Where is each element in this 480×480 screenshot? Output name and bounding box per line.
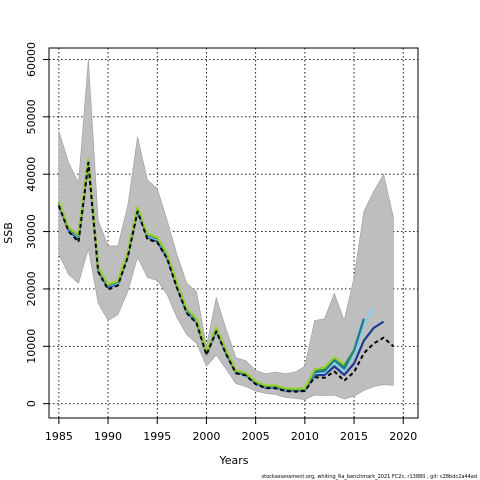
x-tick-label: 2015 bbox=[340, 430, 368, 443]
x-tick-label: 2000 bbox=[192, 430, 220, 443]
x-tick-label: 1985 bbox=[45, 430, 73, 443]
y-axis: 0 10000 20000 30000 40000 50000 60000 bbox=[25, 42, 49, 407]
x-axis: 1985 1990 1995 2000 2005 2010 2015 2020 bbox=[45, 418, 417, 443]
y-axis-title: SSB bbox=[2, 222, 15, 244]
x-tick-label: 2005 bbox=[242, 430, 270, 443]
x-tick-label: 2020 bbox=[389, 430, 417, 443]
series-lines bbox=[57, 158, 395, 393]
x-axis-title: Years bbox=[218, 454, 248, 467]
y-tick-label: 0 bbox=[25, 400, 38, 407]
x-tick-label: 1995 bbox=[143, 430, 171, 443]
footnote: stockassessment.org, whiting_6a_benchmar… bbox=[262, 474, 477, 480]
y-tick-label: 10000 bbox=[25, 329, 38, 364]
y-tick-label: 60000 bbox=[25, 42, 38, 77]
y-tick-label: 30000 bbox=[25, 214, 38, 249]
confidence-band-area bbox=[58, 59, 394, 400]
plot-frame bbox=[48, 47, 419, 419]
y-tick-label: 50000 bbox=[25, 99, 38, 134]
x-tick-label: 2010 bbox=[291, 430, 319, 443]
y-tick-label: 40000 bbox=[25, 157, 38, 192]
x-tick-label: 1990 bbox=[94, 430, 122, 443]
y-tick-label: 20000 bbox=[25, 271, 38, 306]
series-line-5 bbox=[57, 158, 345, 390]
confidence-band bbox=[58, 59, 394, 400]
